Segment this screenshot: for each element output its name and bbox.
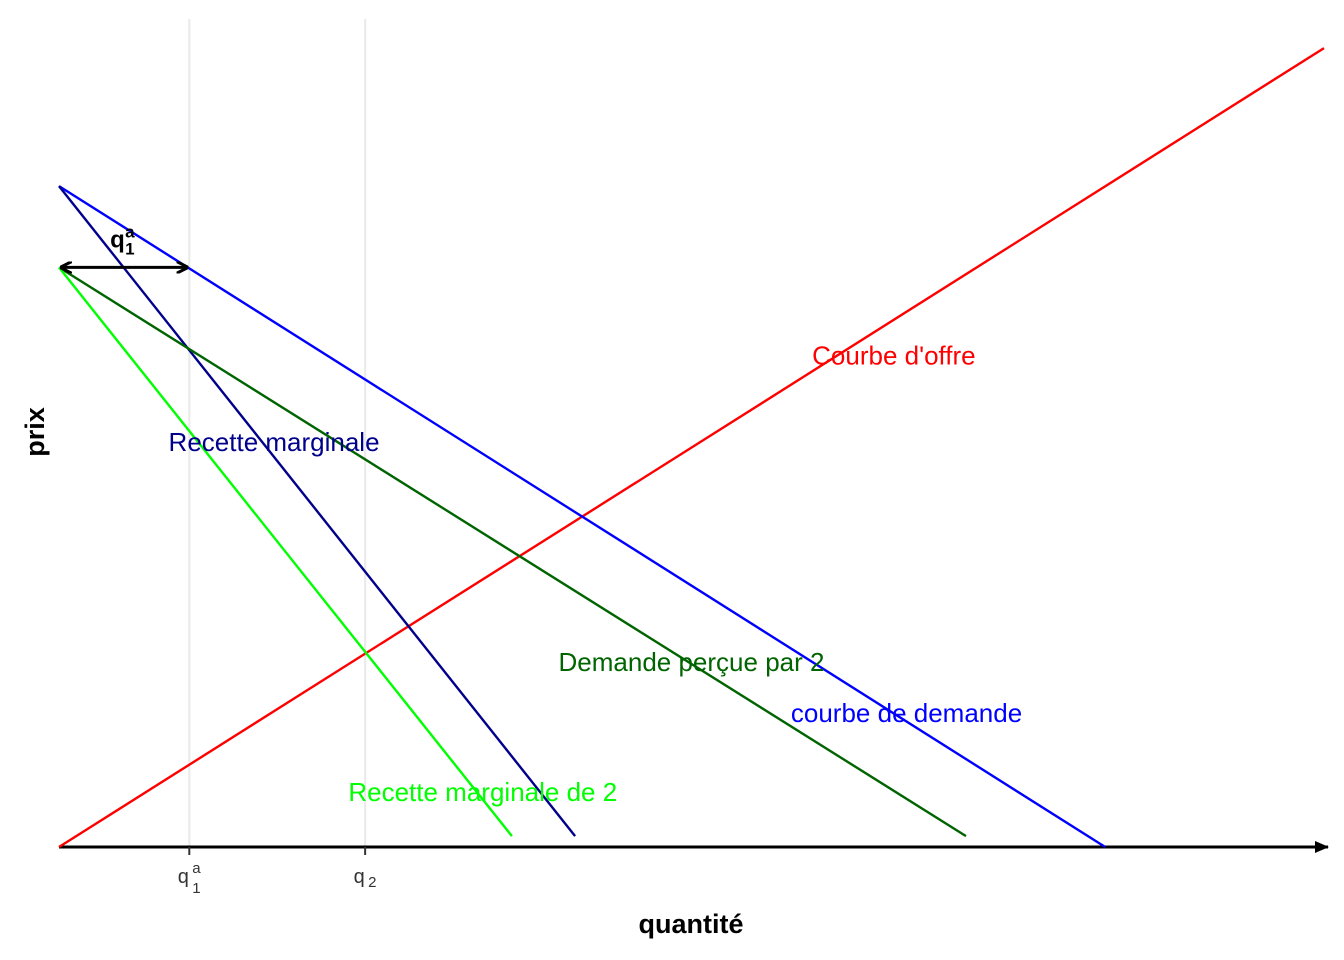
x-ticks: q a1q 2: [178, 847, 376, 897]
y-axis-title: prix: [20, 407, 50, 457]
gridlines: [188, 19, 367, 847]
x-tick-label-2: q: [354, 866, 365, 888]
label-demande-percue-par-2: Demande perçue par 2: [559, 647, 825, 677]
x-tick-label-sub-2: 2: [368, 874, 376, 891]
x-tick-label-1: q: [178, 866, 189, 888]
label-courbe-d-offre: Courbe d'offre: [812, 341, 975, 371]
series-lines: [58, 47, 1325, 849]
label-recette-marginale: Recette marginale: [169, 427, 380, 457]
label-recette-marginale-de-2: Recette marginale de 2: [348, 777, 617, 807]
arrow-label-sub: 1: [125, 239, 134, 258]
curve-labels: Courbe d'offre courbe de demande Recette m…: [169, 341, 1023, 808]
series-demande-percue-par-2: [58, 266, 967, 838]
series-courbe-d-offre: [58, 47, 1325, 849]
series-recette-marginale: [58, 185, 577, 837]
label-courbe-de-demande: courbe de demande: [791, 698, 1022, 728]
series-courbe-de-demande: [58, 185, 1106, 849]
x-tick-label-sub-1: 1: [192, 880, 200, 897]
x-tick-label-sup-1: a: [192, 860, 201, 877]
series-recette-marginale-de-2: [58, 266, 513, 837]
annotations: q a1: [61, 222, 187, 267]
x-axis-title: quantité: [639, 909, 744, 939]
arrow-label-sup: a: [125, 222, 135, 241]
arrow-label: q: [110, 226, 125, 253]
